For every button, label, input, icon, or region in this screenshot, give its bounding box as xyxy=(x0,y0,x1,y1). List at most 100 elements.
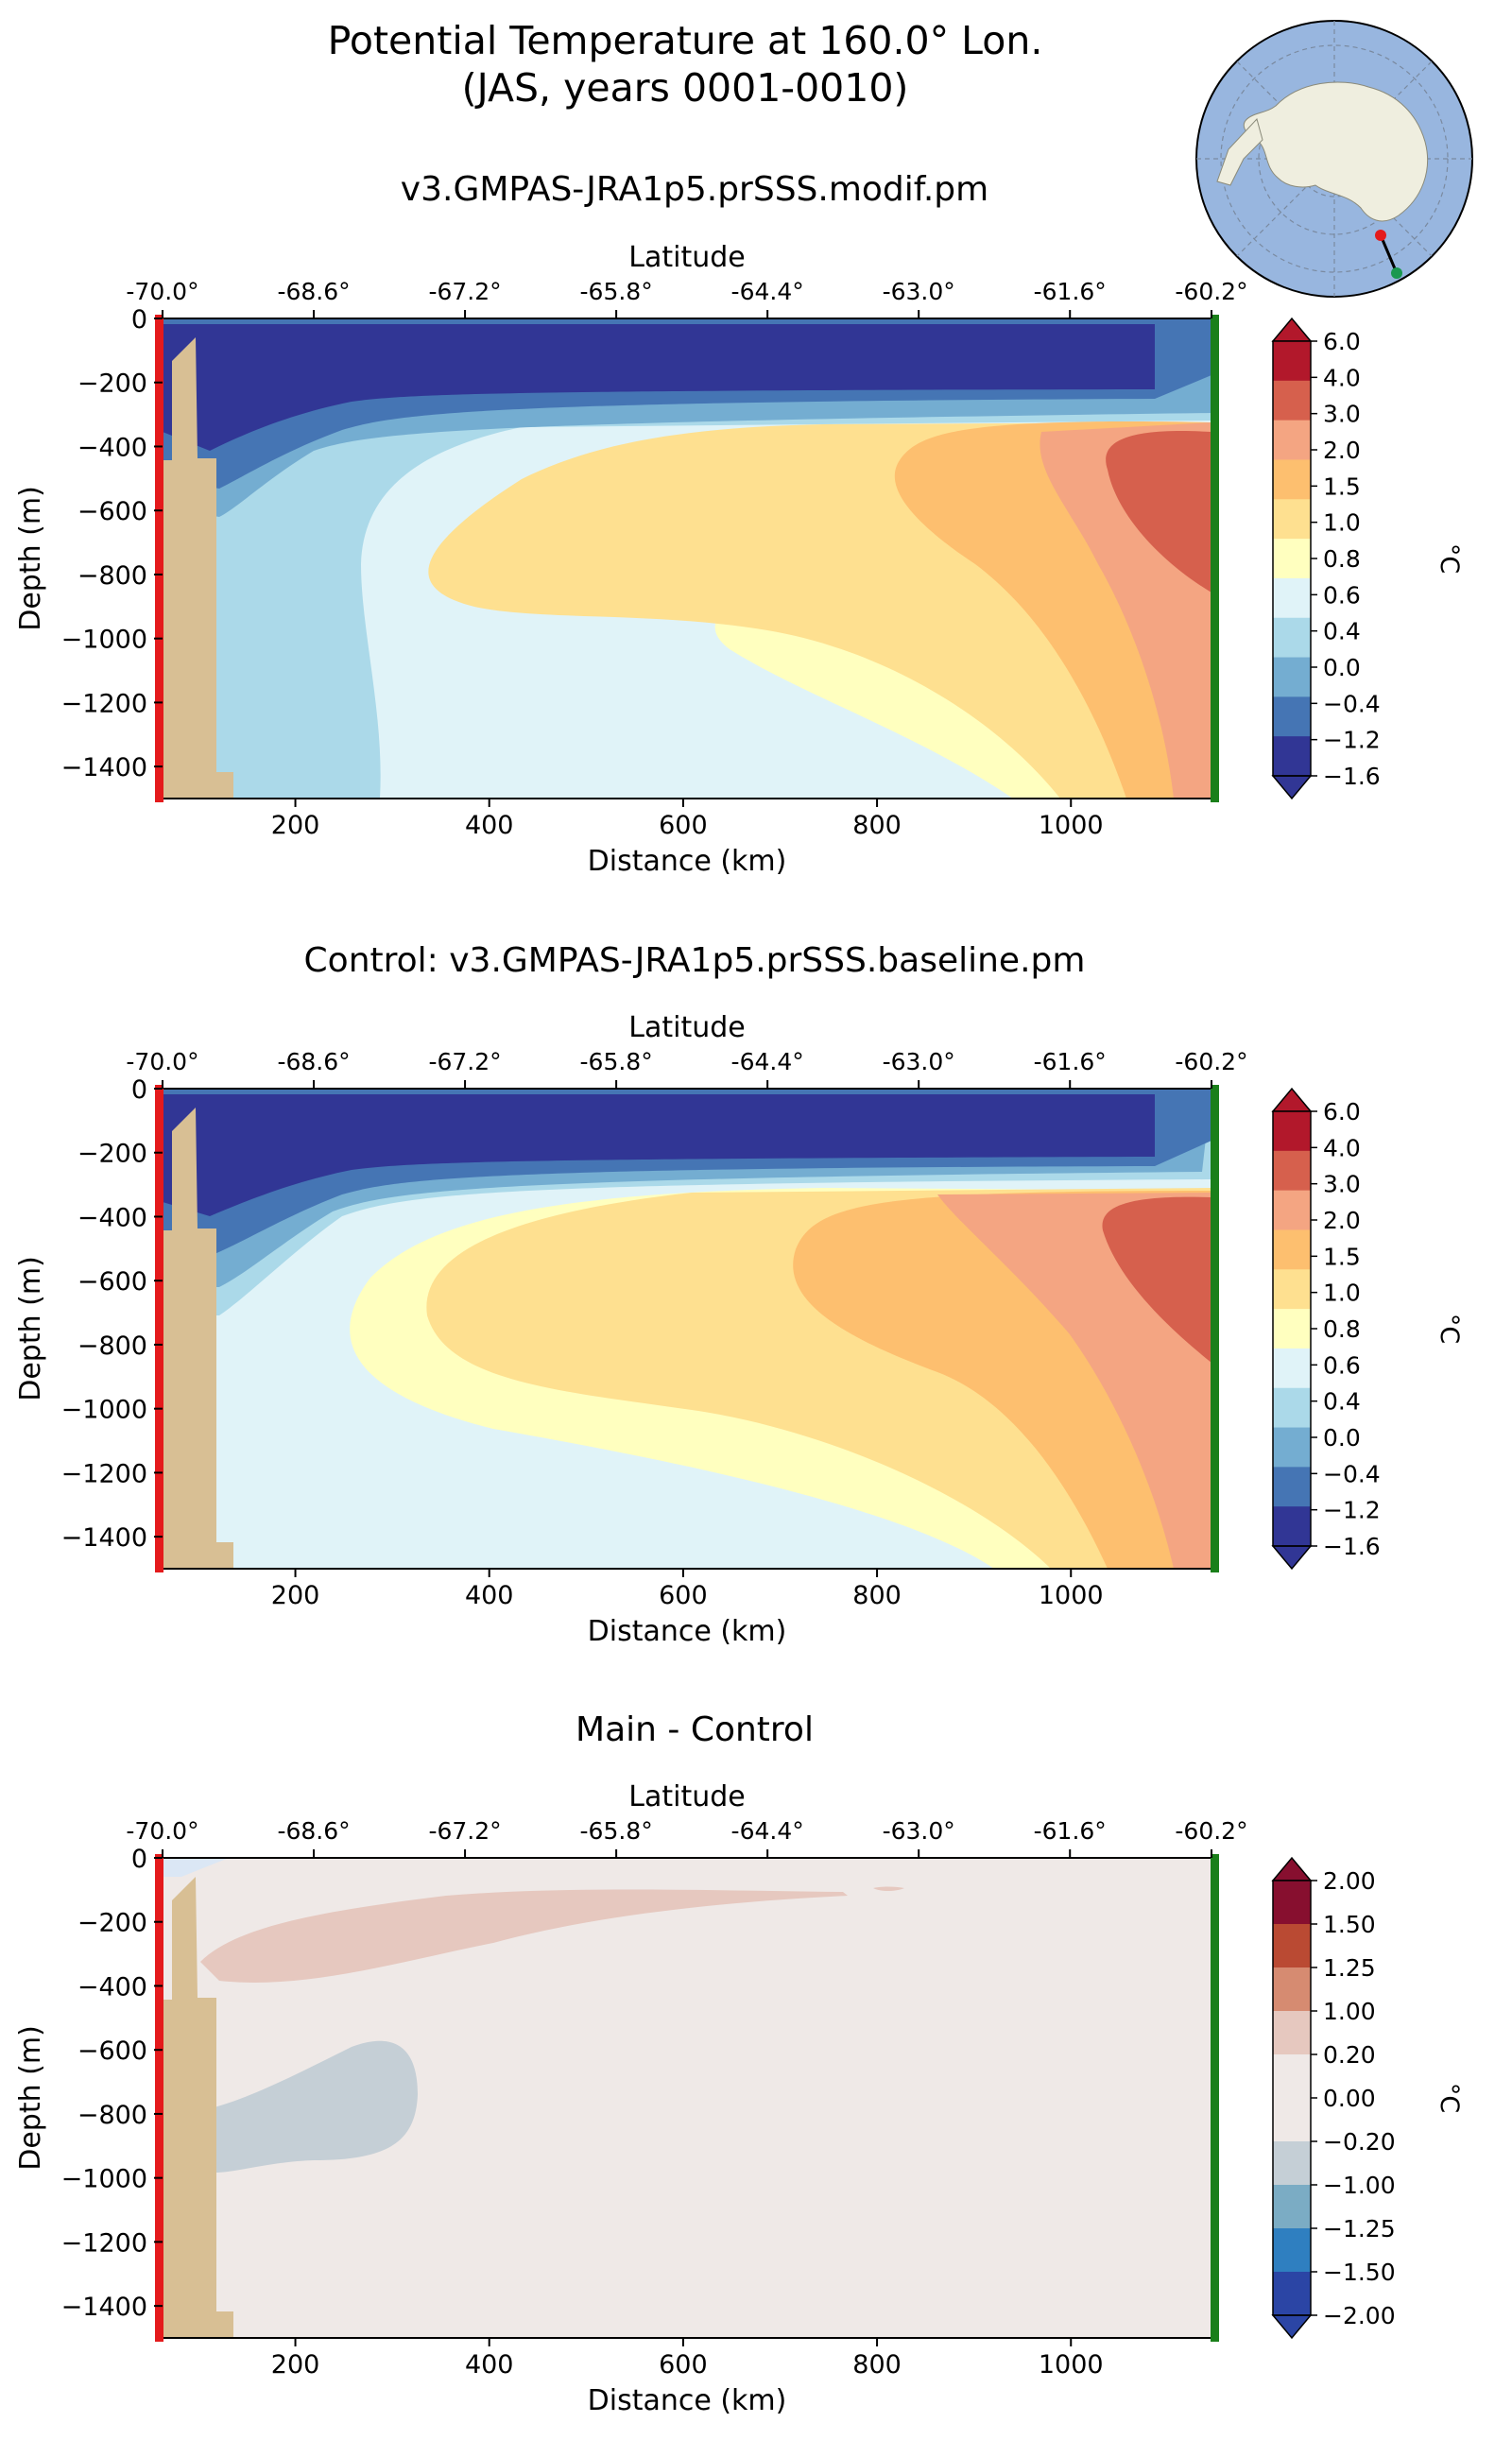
colorbar-tick-label: 6.0 xyxy=(1323,1098,1361,1125)
panel1-surface-cap xyxy=(163,318,1211,324)
colorbar-tick-label: −0.20 xyxy=(1323,2128,1396,2156)
colorbar-tick-label: 3.0 xyxy=(1323,401,1361,428)
colorbar-extend-min xyxy=(1271,2314,1313,2340)
colorbar-band xyxy=(1273,2141,1311,2186)
x2-tick-label: -67.2° xyxy=(428,278,501,305)
y-tick-label: −1200 xyxy=(61,1459,147,1488)
colorbar-tick-label: 0.4 xyxy=(1323,1388,1361,1416)
colorbar-band xyxy=(1273,1229,1311,1270)
panel1-bathymetry xyxy=(163,337,233,799)
y-tick-label: −1200 xyxy=(61,689,147,718)
y-tick-label: −400 xyxy=(77,1972,147,2002)
colorbar-tick-label: 1.5 xyxy=(1323,472,1361,500)
x2-tick-label: -63.0° xyxy=(883,1048,955,1075)
x2-tick-label: -65.8° xyxy=(580,278,653,305)
x-tick-label: 200 xyxy=(271,811,320,840)
transect-start-bar xyxy=(155,1085,163,1572)
x2-tick-label: -70.0° xyxy=(126,278,198,305)
panel3-region-positive-small xyxy=(873,1886,904,1891)
y-tick-label: −200 xyxy=(77,1140,147,1169)
colorbar-band xyxy=(1273,736,1311,777)
x2-tick-label: -60.2° xyxy=(1175,278,1247,305)
panel1-plot-area xyxy=(163,318,1211,799)
x2-axis-label: Latitude xyxy=(628,1780,745,1813)
colorbar-tick-label: 0.20 xyxy=(1323,2041,1376,2069)
x-tick-label: 600 xyxy=(659,811,708,840)
x-tick-label: 800 xyxy=(852,2350,902,2380)
x2-tick-label: -67.2° xyxy=(428,1817,501,1845)
figure-title-line1: Potential Temperature at 160.0° Lon. xyxy=(327,18,1043,63)
panel2: 200 400 600 800 1000 Distance (km) 0 −200 −400 −6… xyxy=(14,1011,1464,1648)
panel1-title: v3.GMPAS-JRA1p5.prSSS.modif.pm xyxy=(400,170,989,209)
panel3-region-negative-0.2-1.0 xyxy=(191,2040,418,2174)
colorbar-tick-label: −1.6 xyxy=(1323,1533,1381,1560)
x-tick-label: 400 xyxy=(465,811,514,840)
x2-tick-label: -64.4° xyxy=(731,1048,804,1075)
y-tick-label: −600 xyxy=(77,2036,147,2066)
colorbar-tick-label: 0.6 xyxy=(1323,1351,1361,1379)
colorbar-band xyxy=(1273,1427,1311,1468)
y-tick-label: 0 xyxy=(131,1075,147,1105)
x2-axis-label: Latitude xyxy=(628,241,745,274)
x2-tick-label: -70.0° xyxy=(126,1048,198,1075)
y-tick-label: −1400 xyxy=(61,1523,147,1553)
colorbar-extend-min xyxy=(1271,775,1313,800)
x-tick-label: 400 xyxy=(465,2350,514,2380)
panel1-colorbar: 6.0 4.0 3.0 2.0 1.5 1.0 0.8 0.6 0.4 0.0 −0.4 −1.2 −1… xyxy=(1271,317,1464,800)
x2-tick-label: -65.8° xyxy=(580,1048,653,1075)
x2-tick-label: -60.2° xyxy=(1175,1048,1247,1075)
y-tick-label: −1200 xyxy=(61,2228,147,2258)
colorbar-tick-label: −1.50 xyxy=(1323,2259,1396,2286)
y-tick-label: −200 xyxy=(77,1909,147,1938)
colorbar-band xyxy=(1273,2011,1311,2055)
panel3-axes: 200 400 600 800 1000 Distance (km) 0 −200 −400 −6… xyxy=(14,1780,1248,2417)
colorbar-tick-label: −1.00 xyxy=(1323,2172,1396,2199)
antarctica-polar-map-icon xyxy=(1195,20,1473,298)
x-axis-label: Distance (km) xyxy=(588,845,787,878)
y-axis-label: Depth (m) xyxy=(14,2025,47,2171)
y-tick-label: −1000 xyxy=(61,2165,147,2194)
colorbar-band xyxy=(1273,657,1311,697)
y-tick-label: −1000 xyxy=(61,626,147,655)
colorbar-band xyxy=(1273,1924,1311,1968)
x2-tick-label: -64.4° xyxy=(731,1817,804,1845)
colorbar-band xyxy=(1273,2228,1311,2273)
figure-title: Potential Temperature at 160.0° Lon. (JA… xyxy=(198,17,1172,112)
transect-start-bar xyxy=(155,1854,163,2342)
panel3: 200 400 600 800 1000 Distance (km) 0 −200 −400 −6… xyxy=(14,1780,1464,2417)
colorbar-band xyxy=(1273,617,1311,659)
x2-tick-label: -63.0° xyxy=(883,278,955,305)
x-tick-label: 1000 xyxy=(1039,811,1104,840)
panel2-bathymetry xyxy=(163,1108,233,1569)
colorbar-band xyxy=(1273,696,1311,737)
panel3-bathymetry xyxy=(163,1877,233,2338)
y-tick-label: −1400 xyxy=(61,2293,147,2322)
x-tick-label: 400 xyxy=(465,1581,514,1610)
colorbar-tick-label: 0.6 xyxy=(1323,581,1361,609)
colorbar-extend-max xyxy=(1271,1087,1313,1112)
colorbar-tick-label: −1.6 xyxy=(1323,763,1381,790)
y-tick-label: −400 xyxy=(77,1203,147,1232)
x-tick-label: 800 xyxy=(852,1581,902,1610)
panel2-colorbar: 6.0 4.0 3.0 2.0 1.5 1.0 0.8 0.6 0.4 0.0 −0.4 −1.2 −1… xyxy=(1271,1087,1464,1571)
colorbar-band xyxy=(1273,2185,1311,2229)
colorbar-band xyxy=(1273,1387,1311,1429)
x2-axis-label: Latitude xyxy=(628,1011,745,1044)
transect-start-marker xyxy=(1375,230,1386,241)
panel3-colorbar: 2.00 1.50 1.25 1.00 0.20 0.00 −0.20 −1.00 −1.25 −… xyxy=(1271,1856,1464,2340)
colorbar-band xyxy=(1273,1269,1311,1310)
colorbar-tick-label: 0.0 xyxy=(1323,1424,1361,1452)
colorbar-label: °C xyxy=(1435,2083,1464,2113)
y-tick-label: −1000 xyxy=(61,1396,147,1425)
colorbar-band xyxy=(1273,1309,1311,1349)
colorbar-tick-label: −1.25 xyxy=(1323,2215,1396,2242)
y-tick-label: 0 xyxy=(131,305,147,335)
panel2-region-neg1.2-neg0.4 xyxy=(163,1093,1155,1216)
colorbar-label: °C xyxy=(1435,1314,1464,1344)
colorbar-band xyxy=(1273,2054,1311,2099)
transect-start-bar xyxy=(155,315,163,802)
transect-end-bar xyxy=(1211,315,1219,802)
y-tick-label: −1400 xyxy=(61,753,147,782)
colorbar-tick-label: 2.00 xyxy=(1323,1867,1376,1895)
